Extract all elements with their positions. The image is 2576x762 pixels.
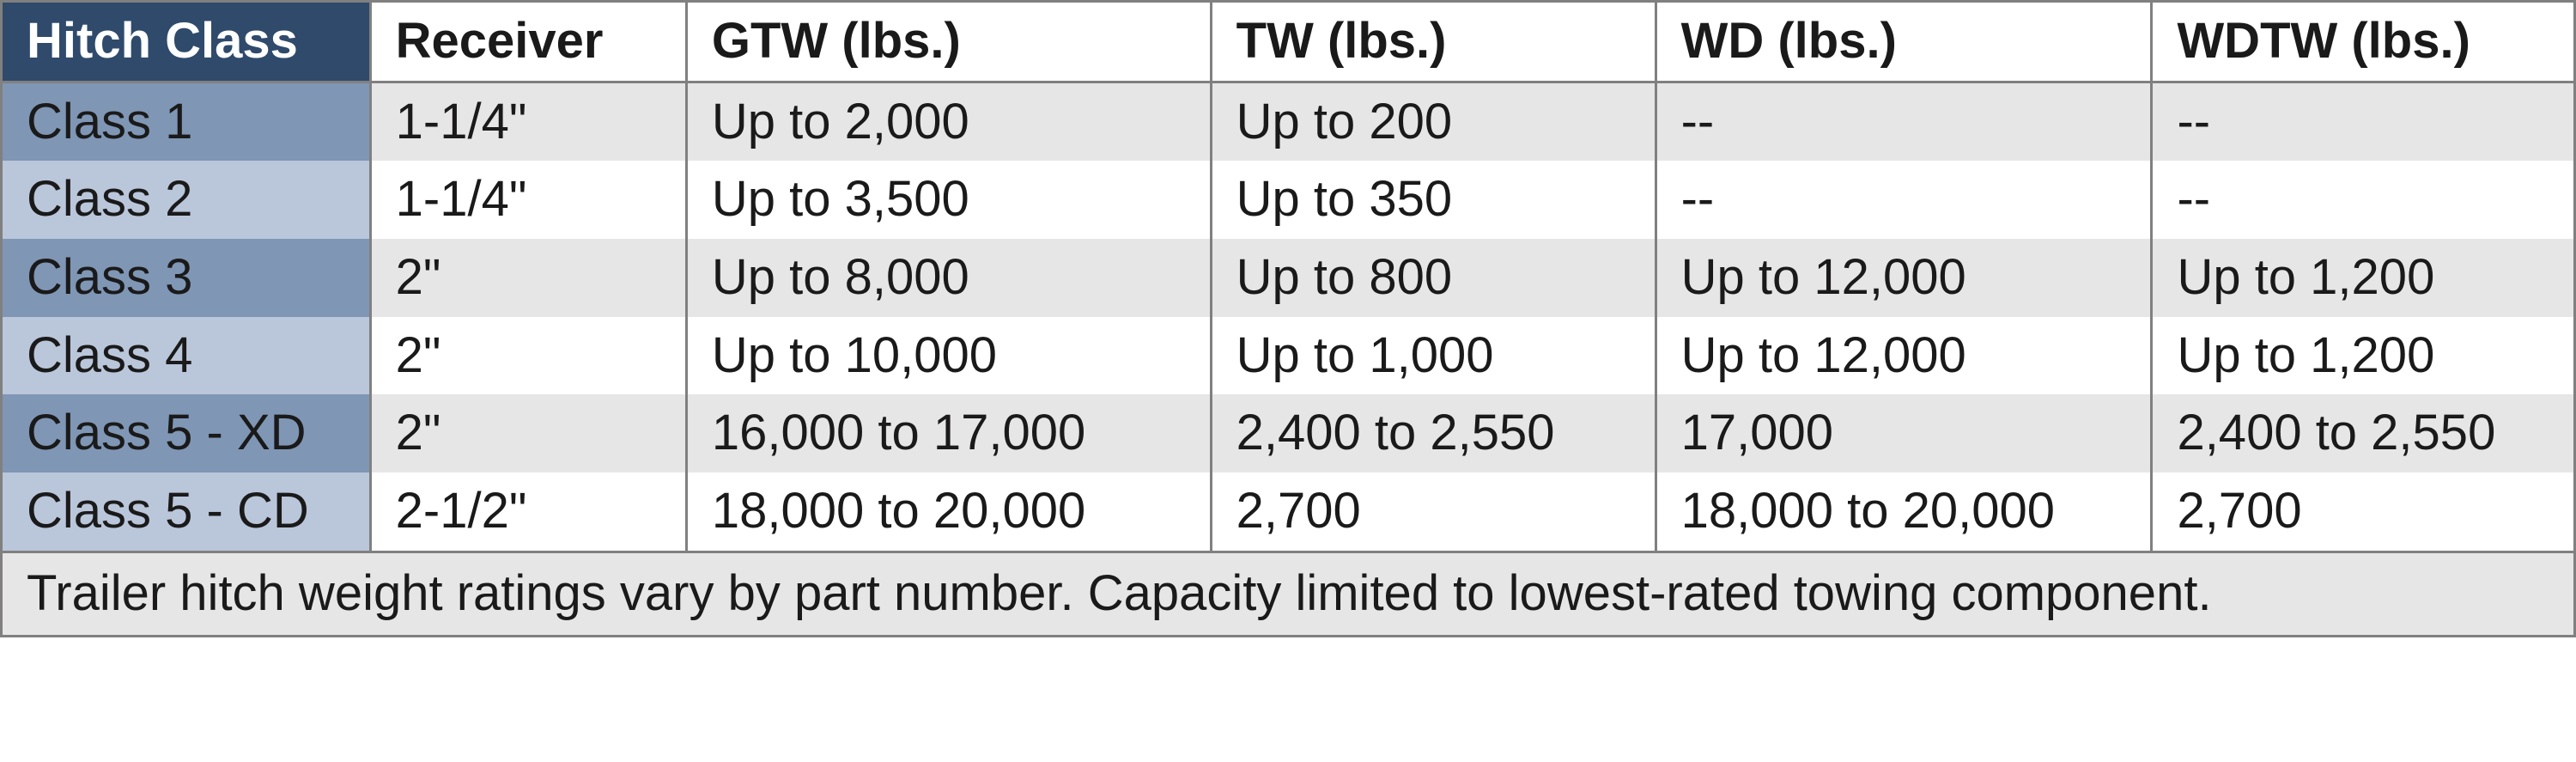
- table-row: Class 2 1-1/4" Up to 3,500 Up to 350 -- …: [3, 161, 2573, 239]
- cell-hitch-class: Class 3: [3, 239, 370, 317]
- table-header-row: Hitch Class Receiver GTW (lbs.) TW (lbs.…: [3, 3, 2573, 82]
- cell-receiver: 1-1/4": [370, 161, 686, 239]
- table-row: Class 1 1-1/4" Up to 2,000 Up to 200 -- …: [3, 82, 2573, 161]
- cell-gtw: Up to 2,000: [686, 82, 1211, 161]
- col-header-wdtw: WDTW (lbs.): [2152, 3, 2573, 82]
- cell-receiver: 2": [370, 239, 686, 317]
- col-header-receiver: Receiver: [370, 3, 686, 82]
- cell-wdtw: --: [2152, 161, 2573, 239]
- cell-receiver: 2": [370, 394, 686, 472]
- cell-gtw: Up to 8,000: [686, 239, 1211, 317]
- cell-receiver: 2": [370, 317, 686, 395]
- cell-gtw: Up to 10,000: [686, 317, 1211, 395]
- col-header-gtw: GTW (lbs.): [686, 3, 1211, 82]
- cell-hitch-class: Class 2: [3, 161, 370, 239]
- cell-hitch-class: Class 1: [3, 82, 370, 161]
- cell-receiver: 1-1/4": [370, 82, 686, 161]
- cell-wdtw: --: [2152, 82, 2573, 161]
- cell-tw: Up to 350: [1211, 161, 1656, 239]
- cell-wd: --: [1656, 82, 2152, 161]
- table-row: Class 5 - XD 2" 16,000 to 17,000 2,400 t…: [3, 394, 2573, 472]
- hitch-class-table-container: Hitch Class Receiver GTW (lbs.) TW (lbs.…: [0, 0, 2576, 637]
- cell-wd: Up to 12,000: [1656, 239, 2152, 317]
- cell-gtw: Up to 3,500: [686, 161, 1211, 239]
- cell-hitch-class: Class 5 - CD: [3, 472, 370, 552]
- col-header-wd: WD (lbs.): [1656, 3, 2152, 82]
- cell-receiver: 2-1/2": [370, 472, 686, 552]
- cell-tw: Up to 200: [1211, 82, 1656, 161]
- cell-wdtw: 2,700: [2152, 472, 2573, 552]
- table-row: Class 3 2" Up to 8,000 Up to 800 Up to 1…: [3, 239, 2573, 317]
- table-row: Class 5 - CD 2-1/2" 18,000 to 20,000 2,7…: [3, 472, 2573, 552]
- hitch-class-table: Hitch Class Receiver GTW (lbs.) TW (lbs.…: [3, 3, 2573, 635]
- cell-wd: 18,000 to 20,000: [1656, 472, 2152, 552]
- table-footer-row: Trailer hitch weight ratings vary by par…: [3, 552, 2573, 634]
- cell-hitch-class: Class 5 - XD: [3, 394, 370, 472]
- cell-gtw: 18,000 to 20,000: [686, 472, 1211, 552]
- footer-note: Trailer hitch weight ratings vary by par…: [3, 552, 2573, 634]
- col-header-hitch-class: Hitch Class: [3, 3, 370, 82]
- cell-wdtw: Up to 1,200: [2152, 239, 2573, 317]
- cell-tw: Up to 1,000: [1211, 317, 1656, 395]
- col-header-tw: TW (lbs.): [1211, 3, 1656, 82]
- cell-tw: 2,700: [1211, 472, 1656, 552]
- cell-tw: Up to 800: [1211, 239, 1656, 317]
- cell-hitch-class: Class 4: [3, 317, 370, 395]
- cell-wdtw: Up to 1,200: [2152, 317, 2573, 395]
- cell-gtw: 16,000 to 17,000: [686, 394, 1211, 472]
- cell-wd: Up to 12,000: [1656, 317, 2152, 395]
- cell-wdtw: 2,400 to 2,550: [2152, 394, 2573, 472]
- cell-wd: --: [1656, 161, 2152, 239]
- table-row: Class 4 2" Up to 10,000 Up to 1,000 Up t…: [3, 317, 2573, 395]
- cell-tw: 2,400 to 2,550: [1211, 394, 1656, 472]
- cell-wd: 17,000: [1656, 394, 2152, 472]
